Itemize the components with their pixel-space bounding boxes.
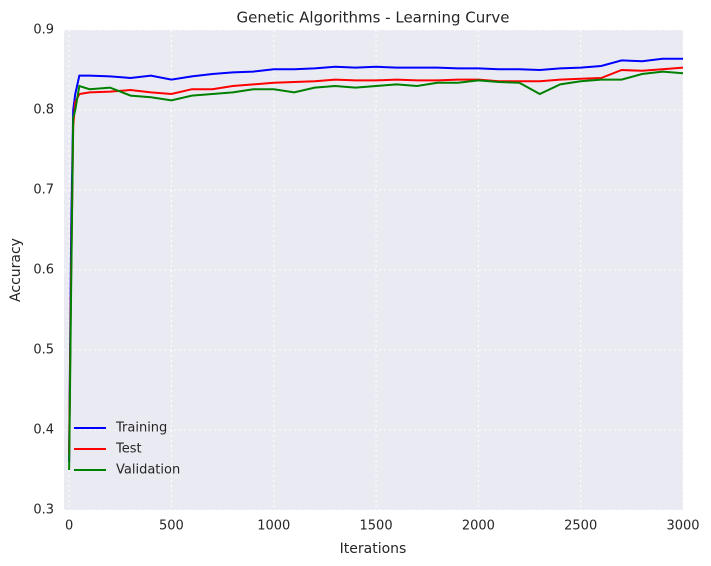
x-tick-label: 3000 bbox=[666, 519, 699, 534]
y-tick-label: 0.8 bbox=[33, 103, 54, 118]
chart-title: Genetic Algorithms - Learning Curve bbox=[236, 9, 509, 27]
x-axis-label: Iterations bbox=[340, 541, 407, 557]
y-axis-label: Accuracy bbox=[8, 238, 24, 302]
y-tick-label: 0.4 bbox=[33, 423, 54, 438]
series-line bbox=[68, 66, 684, 455]
legend-label: Test bbox=[115, 442, 142, 457]
x-tick-label: 500 bbox=[159, 519, 184, 534]
series-line bbox=[68, 57, 683, 463]
x-tick-label: 0 bbox=[65, 519, 73, 534]
y-tick-label: 0.6 bbox=[33, 263, 54, 278]
x-tick-label: 2500 bbox=[564, 519, 597, 534]
y-tick-label: 0.3 bbox=[33, 503, 54, 518]
x-tick-label: 2000 bbox=[462, 519, 495, 534]
legend-label: Training bbox=[115, 421, 167, 436]
y-tick-label: 0.5 bbox=[33, 343, 54, 358]
series-line bbox=[68, 70, 684, 471]
x-tick-label: 1500 bbox=[360, 519, 393, 534]
y-tick-label: 0.9 bbox=[33, 23, 54, 38]
y-tick-label: 0.7 bbox=[33, 183, 54, 198]
legend-label: Validation bbox=[116, 463, 180, 478]
x-tick-label: 1000 bbox=[257, 519, 290, 534]
